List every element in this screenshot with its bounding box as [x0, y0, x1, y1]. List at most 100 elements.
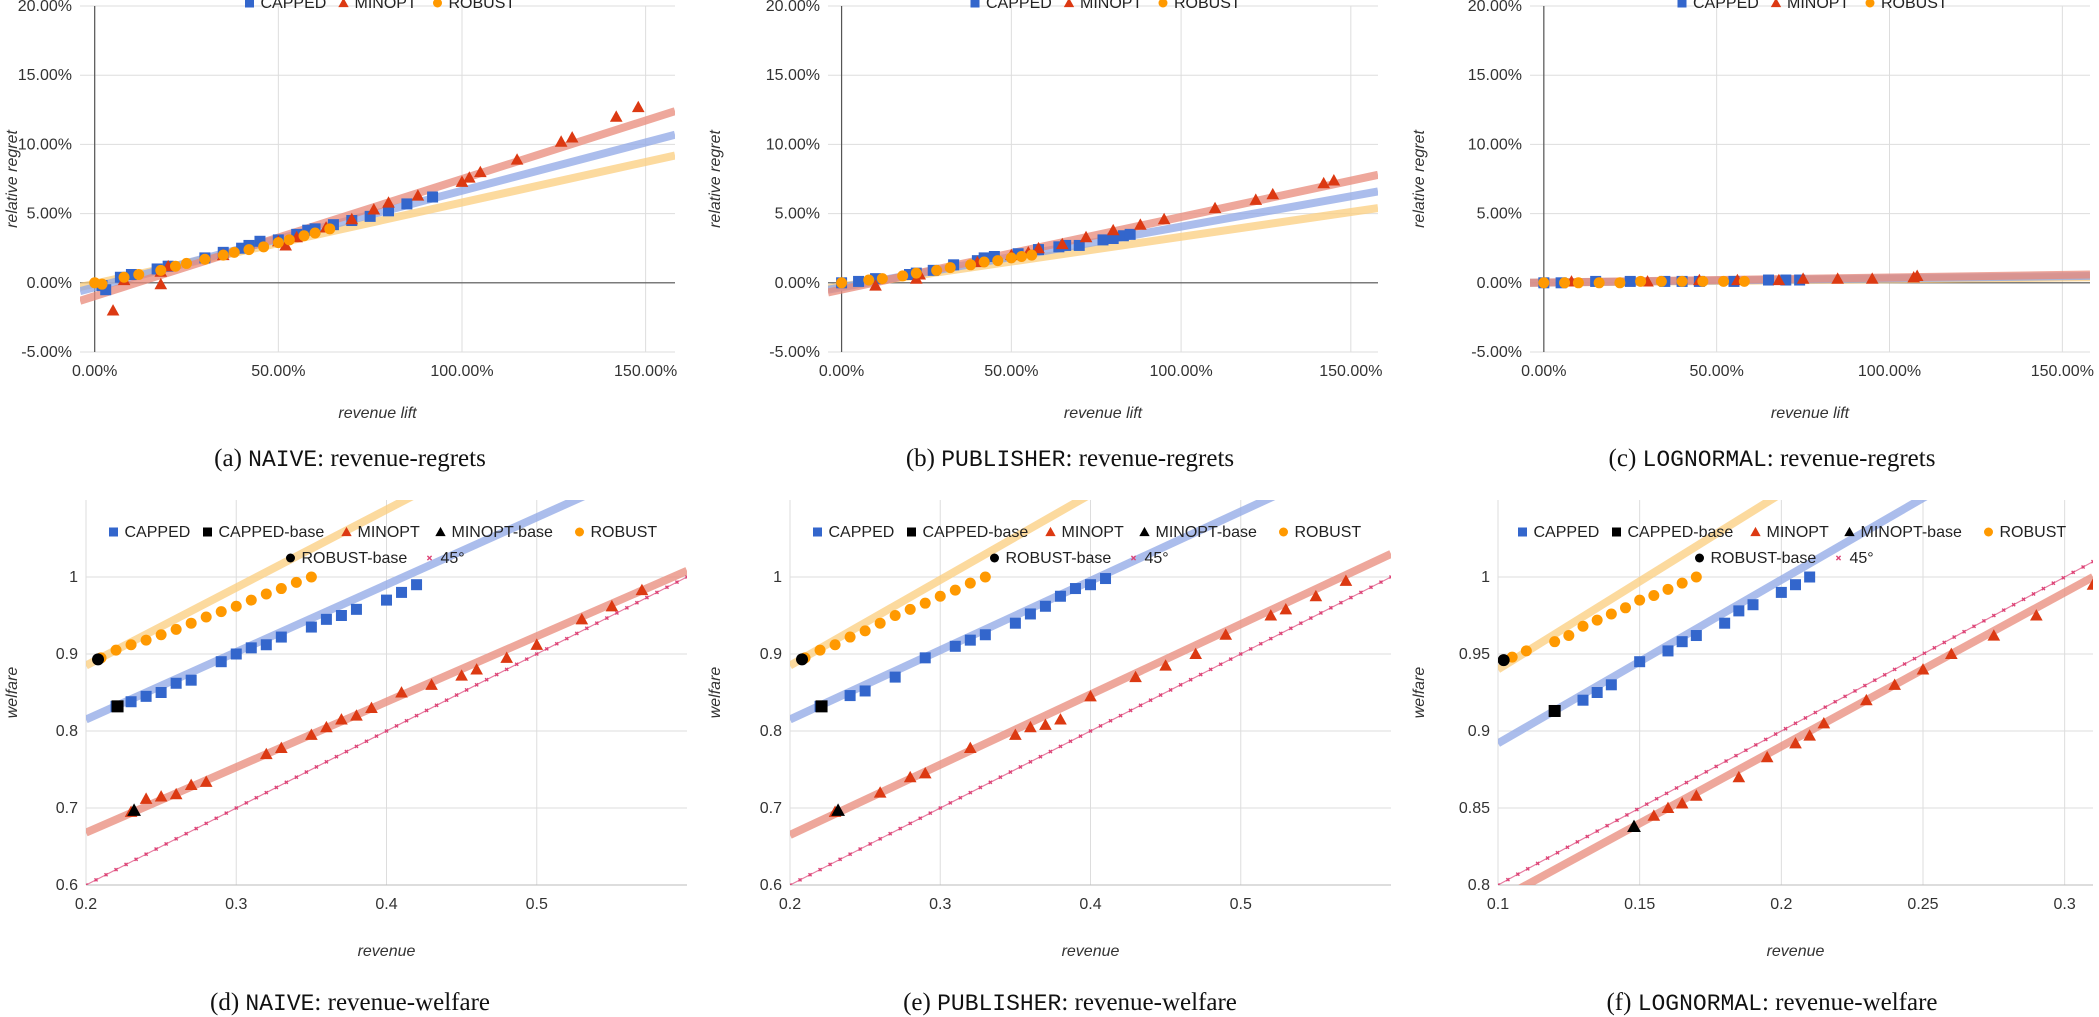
point-robust: [863, 274, 875, 286]
point-minopt: [106, 304, 120, 316]
point-capped: [125, 696, 137, 708]
diag-point: [1833, 699, 1838, 704]
diag-point: [818, 867, 823, 872]
diag-point: [908, 821, 913, 826]
point-capped: [381, 594, 392, 606]
panel-caption: (a) NAIVE: revenue-regrets: [214, 445, 486, 473]
point-minopt: [2030, 609, 2043, 621]
point-capped: [1107, 233, 1119, 245]
diag-point: [1278, 631, 1283, 636]
x-axis-title: revenue lift: [1771, 405, 1850, 422]
point-capped: [320, 613, 332, 625]
point-capped: [1790, 579, 1801, 591]
diag-point: [204, 821, 209, 826]
point-robust: [919, 597, 931, 609]
diag-point: [1348, 595, 1353, 600]
point-capped: [1085, 579, 1096, 591]
diag-point: [1288, 626, 1293, 631]
diag-point: [1178, 682, 1183, 687]
panel-caption: (d) NAIVE: revenue-welfare: [210, 989, 490, 1017]
diag-point: [524, 657, 529, 662]
point-robust: [283, 234, 295, 246]
point-robust: [1559, 277, 1571, 289]
diag-point: [384, 728, 389, 734]
point-capped: [870, 273, 882, 285]
point-robust-base: [1498, 654, 1510, 667]
point-minopt: [1772, 273, 1786, 286]
point-robust: [1016, 251, 1028, 263]
diag-point: [1991, 613, 1996, 618]
diag-point: [114, 867, 119, 872]
y-tick-label: -5.00%: [769, 344, 820, 361]
trendline-robust: [86, 500, 414, 670]
caption-method: LOGNORMAL: [1638, 991, 1762, 1017]
y-axis-title: welfare: [707, 667, 724, 719]
diag-point: [103, 872, 109, 877]
legend-label: MINOPT: [1062, 524, 1124, 541]
x-tick-label: 0.2: [779, 896, 801, 913]
point-capped: [844, 690, 856, 702]
y-tick-label: 20.00%: [766, 0, 820, 15]
point-robust-base: [796, 653, 809, 666]
point-minopt: [500, 651, 514, 663]
caption-rest: : revenue-regrets: [1065, 445, 1234, 472]
legend-marker: [1984, 527, 1993, 537]
point-minopt: [335, 713, 348, 725]
diag-point: [274, 785, 279, 790]
diag-point: [1298, 621, 1303, 626]
point-minopt: [199, 775, 213, 787]
point-robust: [258, 241, 270, 253]
point-minopt: [154, 790, 168, 802]
caption-method: NAIVE: [245, 991, 314, 1017]
legend-label: CAPPED: [125, 524, 191, 541]
point-minopt: [1916, 663, 1930, 675]
diag-point: [2031, 591, 2036, 596]
point-capped: [215, 656, 227, 668]
caption-method: LOGNORMAL: [1643, 447, 1767, 473]
point-minopt: [1055, 237, 1069, 250]
diag-point: [1704, 769, 1709, 774]
point-capped: [1117, 230, 1129, 242]
point-minopt: [918, 767, 932, 779]
diag-point: [878, 836, 883, 841]
point-capped-base: [111, 700, 124, 713]
point-robust: [1690, 571, 1702, 583]
diag-point: [604, 616, 609, 621]
point-minopt: [1675, 797, 1689, 809]
diag-point: [2041, 586, 2046, 591]
y-tick-label: 20.00%: [18, 0, 72, 15]
point-robust: [979, 571, 991, 583]
diag-point: [838, 857, 843, 862]
point-capped: [1605, 679, 1617, 691]
point-capped: [853, 275, 865, 287]
point-robust: [217, 249, 229, 261]
panel-caption: (b) PUBLISHER: revenue-regrets: [906, 445, 1234, 473]
diag-point: [1028, 759, 1033, 764]
point-minopt: [395, 686, 408, 698]
legend-marker: [109, 527, 118, 537]
diag-point: [464, 687, 469, 692]
point-minopt-base: [1627, 819, 1641, 832]
legend-marker: [1865, 0, 1875, 8]
point-robust: [1538, 277, 1550, 289]
point-robust: [944, 262, 956, 274]
legend-label: CAPPED-base: [219, 524, 325, 541]
x-tick-label: 50.00%: [1690, 363, 1744, 380]
diag-point: [124, 862, 129, 867]
point-robust: [305, 571, 317, 583]
diag-point: [1962, 629, 1967, 634]
diag-point: [624, 605, 629, 610]
point-minopt: [1264, 609, 1278, 621]
caption-rest: : revenue-welfare: [1061, 989, 1237, 1016]
y-tick-label: -5.00%: [1471, 344, 1522, 361]
point-minopt: [345, 212, 359, 225]
diag-point: [2051, 581, 2056, 586]
chart-b: 0.00% 50.00% 100.00% 150.00% -5.00% 0.00% 5.00…: [707, 0, 1382, 473]
point-robust: [1676, 577, 1688, 589]
point-capped: [335, 610, 347, 621]
diag-point: [514, 662, 519, 667]
diag-point: [184, 831, 189, 836]
diag-point: [2071, 570, 2076, 575]
y-axis-title: welfare: [1411, 667, 1428, 719]
